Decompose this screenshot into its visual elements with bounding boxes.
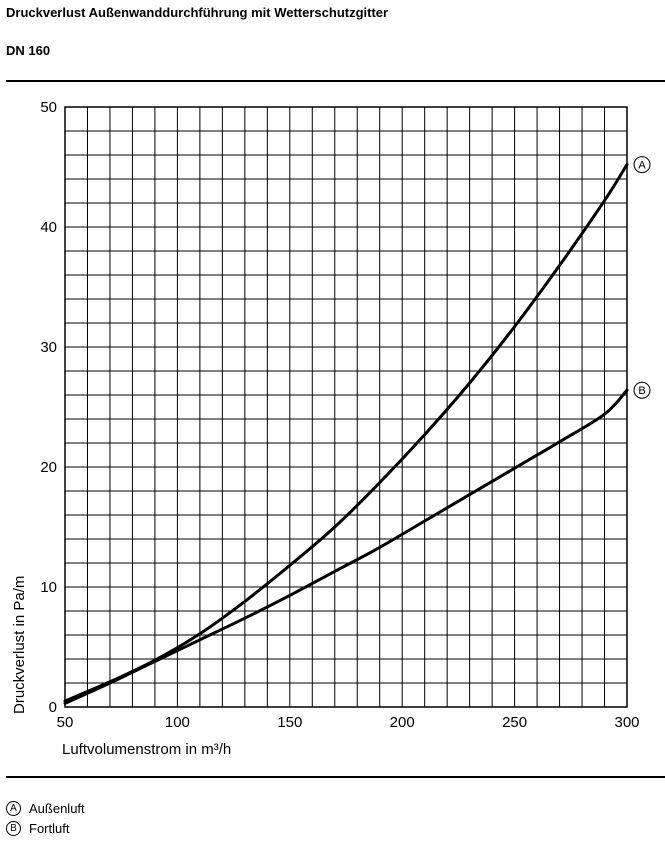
- legend-marker-a: A: [6, 800, 21, 816]
- y-tick-label: 0: [49, 699, 57, 716]
- series-label-b: B: [638, 385, 645, 397]
- y-tick-label: 50: [40, 99, 57, 116]
- pressure-loss-chart: 50 100 150 200 250 300 0 10 20 30 40 50 Luftvolumens…: [11, 99, 651, 758]
- bottom-divider: [6, 776, 665, 778]
- y-tick-label: 40: [40, 219, 57, 236]
- chart-subtitle: DN 160: [6, 43, 51, 58]
- x-tick-label: 150: [277, 714, 302, 731]
- x-tick-label: 300: [614, 714, 639, 731]
- series-line-a: [63, 163, 629, 703]
- legend-label-b: Fortluft: [29, 820, 70, 836]
- legend-label-a: Außenluft: [29, 800, 85, 816]
- series-label-a: A: [638, 160, 646, 172]
- x-tick-label: 250: [502, 714, 527, 731]
- y-tick-label: 20: [40, 459, 57, 476]
- y-tick-label: 30: [40, 339, 57, 356]
- legend: A Außenluft B Fortluft: [6, 798, 85, 838]
- legend-marker-b: B: [6, 820, 21, 836]
- y-tick-label: 10: [40, 579, 57, 596]
- x-axis-label: Luftvolumenstrom in m³/h: [62, 741, 231, 758]
- top-divider: [6, 80, 665, 82]
- series-marker-b: [633, 381, 651, 399]
- y-axis-label: Druckverlust in Pa/m: [11, 576, 28, 714]
- plot-frame: [64, 106, 628, 708]
- x-tick-label: 100: [165, 714, 190, 731]
- legend-item-a: A Außenluft: [6, 798, 85, 818]
- chart-title: Druckverlust Außenwanddurchführung mit W…: [6, 5, 389, 20]
- series-line-b: [63, 388, 629, 705]
- legend-item-b: B Fortluft: [6, 818, 85, 838]
- series-marker-a: [633, 156, 651, 174]
- x-tick-label: 50: [57, 714, 74, 731]
- x-tick-label: 200: [390, 714, 415, 731]
